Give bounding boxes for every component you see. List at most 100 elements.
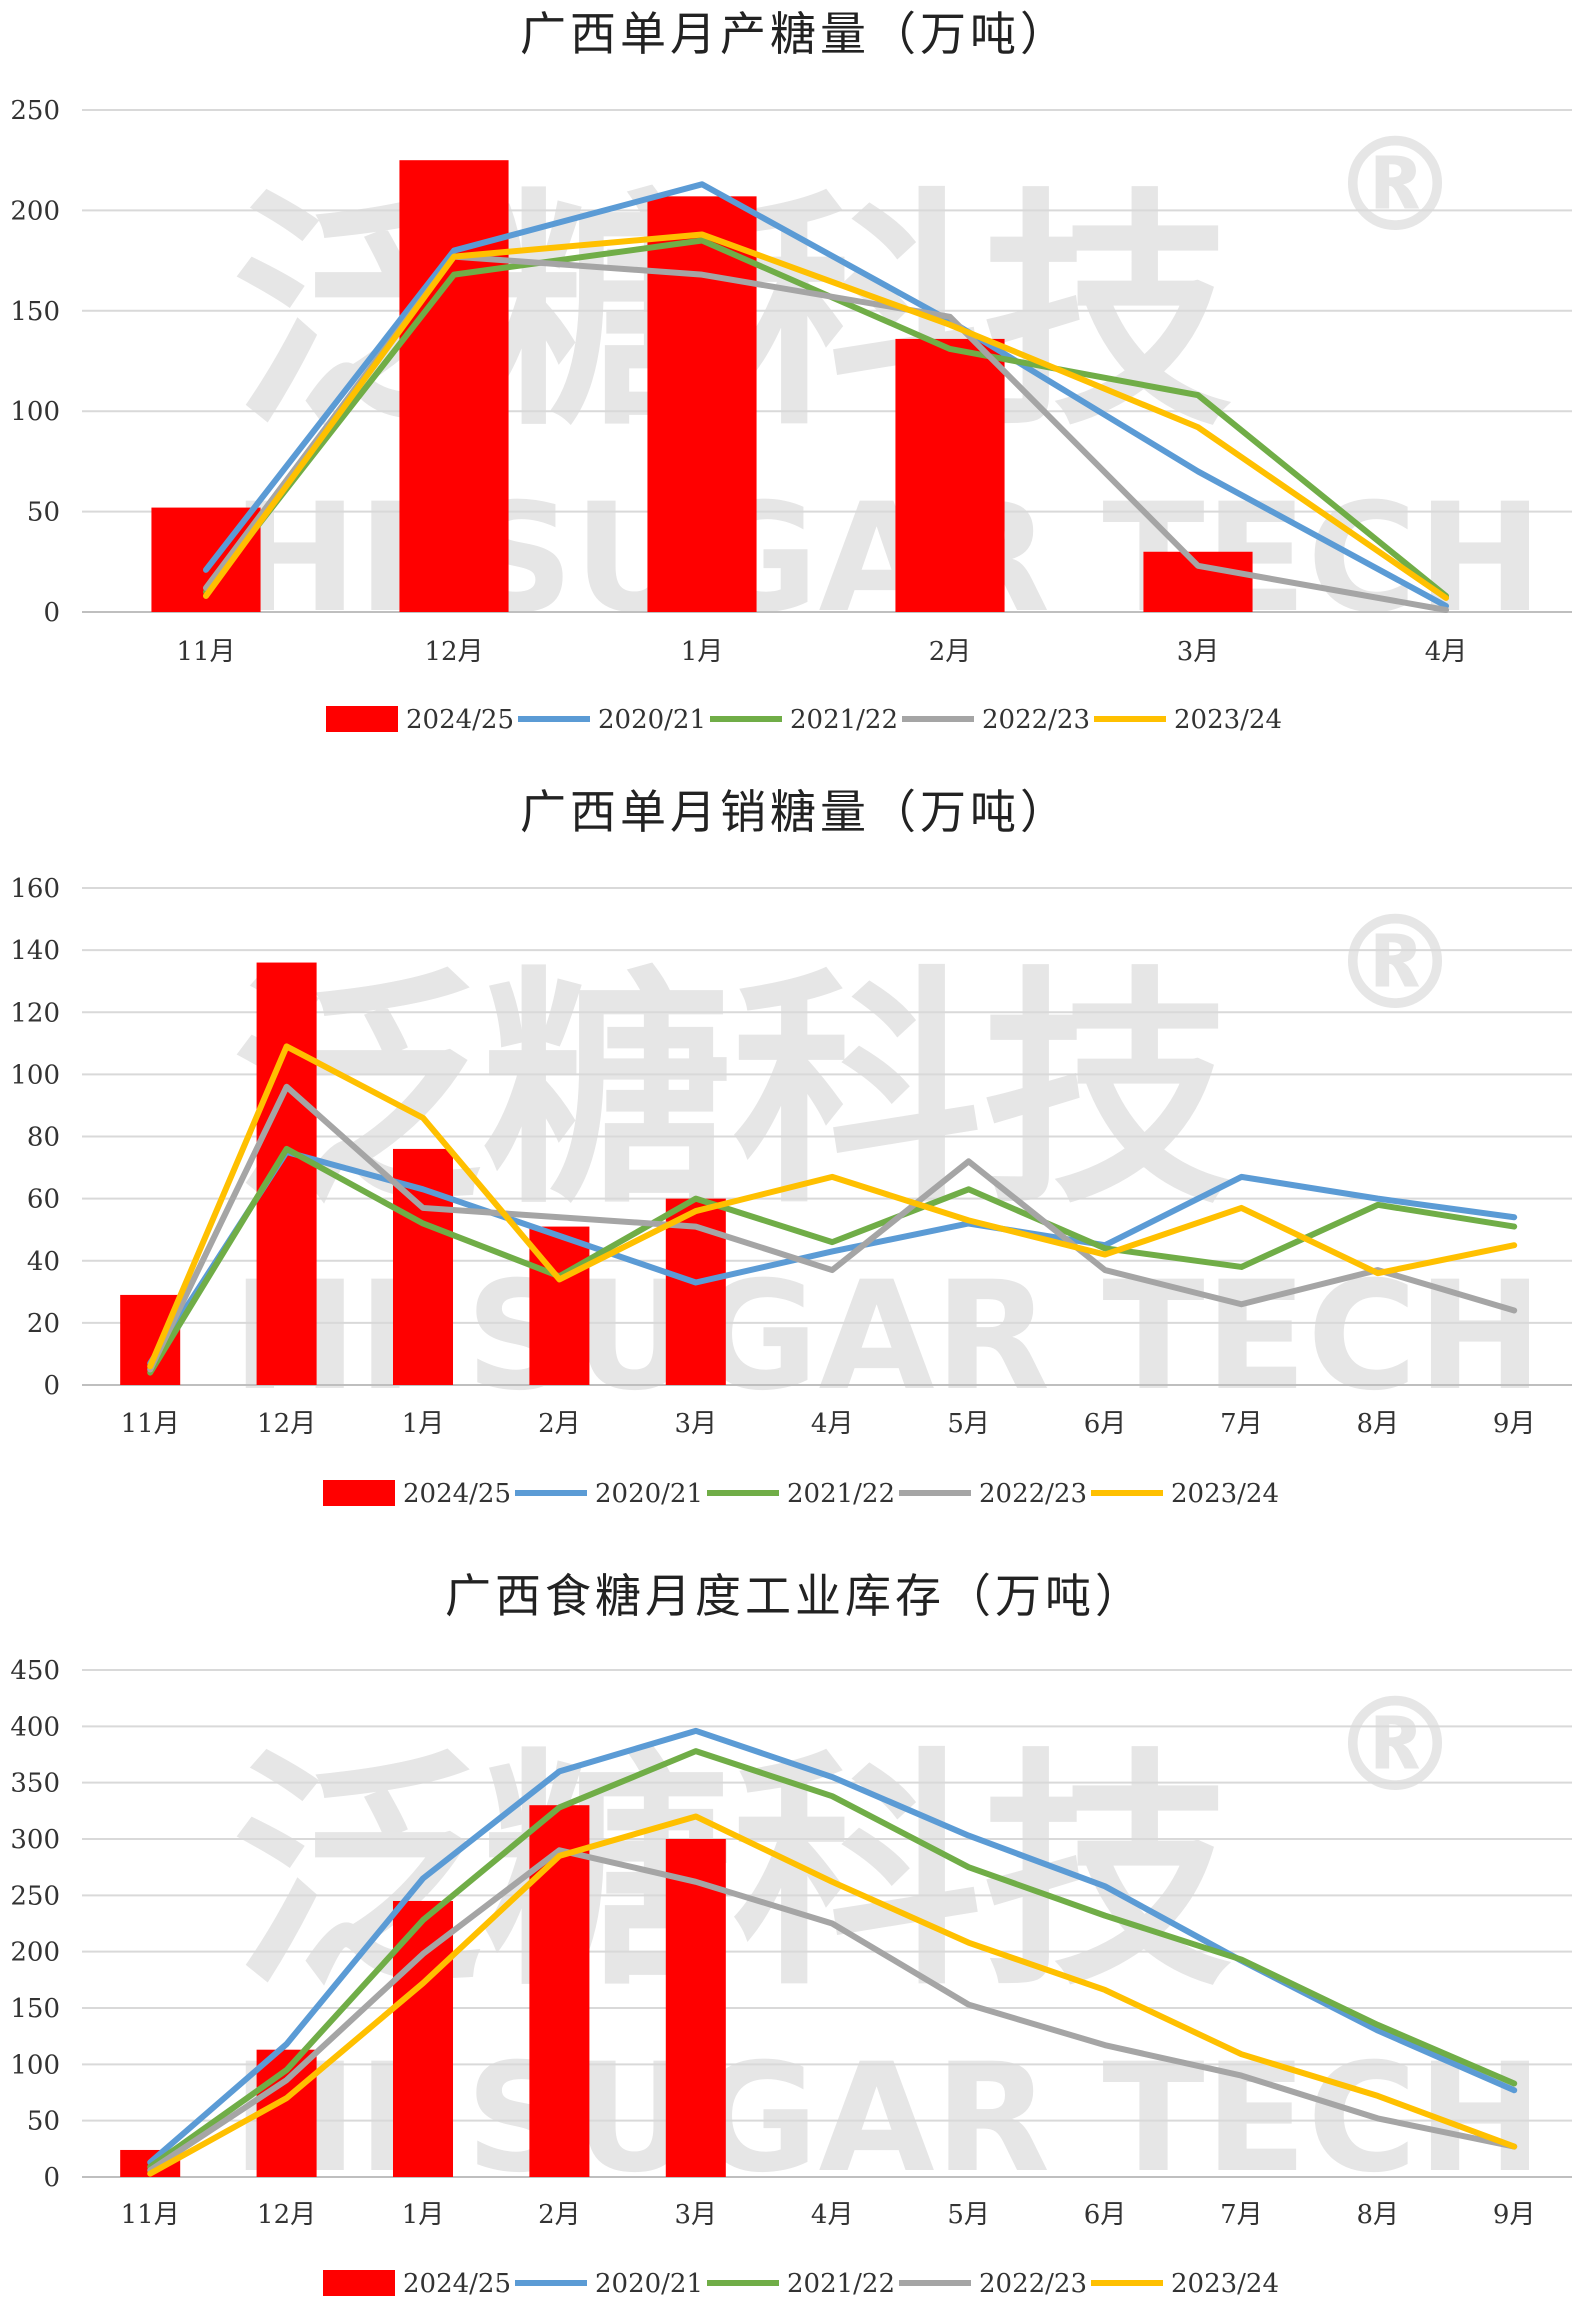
y-tick-label: 250 — [10, 96, 60, 126]
line-series-2023-24 — [147, 1813, 1518, 2177]
legend-label: 2022/23 — [979, 1479, 1087, 1509]
x-tick-label: 4月 — [811, 2200, 854, 2230]
legend-label: 2021/22 — [787, 1479, 895, 1509]
x-tick-label: 2月 — [538, 2200, 581, 2230]
watermark-reg: ® — [1330, 1669, 1460, 1821]
y-tick-label: 150 — [10, 297, 60, 327]
y-tick-label: 200 — [10, 1938, 60, 1968]
line-series-2021-22 — [147, 1145, 1518, 1376]
legend-label: 2020/21 — [595, 1479, 703, 1509]
x-tick-label: 3月 — [675, 2200, 718, 2230]
y-tick-label: 120 — [10, 998, 60, 1028]
legend-label: 2022/23 — [979, 2269, 1087, 2299]
x-tick-label: 3月 — [1177, 637, 1220, 667]
x-tick-label: 11月 — [121, 2200, 180, 2230]
x-tick-label: 9月 — [1493, 1409, 1536, 1439]
watermark-cn: 泛糖科技 — [232, 946, 1232, 1237]
legend-label: 2024/25 — [403, 2269, 511, 2299]
line-series-2020-21 — [203, 181, 1449, 609]
y-tick-label: 0 — [43, 2163, 60, 2193]
line-series-2022-23 — [147, 1083, 1518, 1373]
y-tick-label: 50 — [27, 498, 60, 528]
legend-swatch-bar — [323, 1480, 395, 1506]
line-series-2021-22 — [147, 1748, 1518, 2170]
x-tick-label: 6月 — [1084, 1409, 1127, 1439]
y-tick-label: 0 — [43, 1371, 60, 1401]
y-tick-label: 100 — [10, 397, 60, 427]
y-tick-label: 50 — [27, 2107, 60, 2137]
legend: 2024/25 2020/21 2021/22 2022/23 2023/24 — [323, 2269, 1279, 2299]
x-tick-label: 7月 — [1220, 1409, 1263, 1439]
x-tick-label: 1月 — [402, 2200, 445, 2230]
x-tick-label: 11月 — [121, 1409, 180, 1439]
chart-title: 广西食糖月度工业库存（万吨） — [445, 1569, 1145, 1623]
y-tick-label: 40 — [27, 1247, 60, 1277]
x-tick-label: 12月 — [424, 637, 483, 667]
legend-label: 2024/25 — [403, 1479, 511, 1509]
x-tick-label: 8月 — [1357, 2200, 1400, 2230]
legend-label: 2021/22 — [790, 705, 898, 735]
x-tick-label: 9月 — [1493, 2200, 1536, 2230]
x-tick-label: 2月 — [929, 637, 972, 667]
legend-label: 2021/22 — [787, 2269, 895, 2299]
y-tick-label: 140 — [10, 936, 60, 966]
x-tick-label: 8月 — [1357, 1409, 1400, 1439]
y-tick-label: 20 — [27, 1309, 60, 1339]
x-tick-label: 12月 — [257, 2200, 316, 2230]
bar-2024-25 — [529, 1805, 590, 2177]
watermark-reg: ® — [1330, 887, 1460, 1039]
bar-2024-25 — [647, 196, 757, 612]
bar-2024-25 — [392, 1900, 454, 2177]
y-tick-label: 300 — [10, 1825, 60, 1855]
bar-2024-25 — [399, 160, 509, 612]
x-tick-label: 2月 — [538, 1409, 581, 1439]
y-tick-label: 100 — [10, 1060, 60, 1090]
chart-title: 广西单月产糖量（万吨） — [520, 7, 1070, 61]
y-tick-label: 80 — [27, 1123, 60, 1153]
legend-swatch-bar — [323, 2270, 395, 2296]
legend: 2024/25 2020/21 2021/22 2022/23 2023/24 — [323, 1479, 1279, 1509]
x-tick-label: 3月 — [675, 1409, 718, 1439]
legend-label: 2023/24 — [1174, 705, 1282, 735]
y-tick-label: 450 — [10, 1656, 60, 1686]
line-series-2022-23 — [147, 1847, 1518, 2174]
legend-label: 2024/25 — [406, 705, 514, 735]
x-tick-label: 12月 — [257, 1409, 316, 1439]
y-tick-label: 350 — [10, 1769, 60, 1799]
y-tick-label: 160 — [10, 874, 60, 904]
x-tick-label: 1月 — [402, 1409, 445, 1439]
y-tick-label: 100 — [10, 2050, 60, 2080]
legend-label: 2020/21 — [595, 2269, 703, 2299]
bar-2024-25 — [665, 1839, 726, 2177]
line-series-2023-24 — [147, 1043, 1518, 1370]
y-tick-label: 200 — [10, 196, 60, 226]
legend-label: 2020/21 — [598, 705, 706, 735]
legend-label: 2023/24 — [1171, 2269, 1279, 2299]
y-tick-label: 400 — [10, 1712, 60, 1742]
y-tick-label: 250 — [10, 1881, 60, 1911]
legend-swatch-bar — [326, 706, 398, 732]
y-tick-label: 60 — [27, 1185, 60, 1215]
y-tick-label: 150 — [10, 1994, 60, 2024]
chart-title: 广西单月销糖量（万吨） — [520, 785, 1070, 839]
x-tick-label: 5月 — [947, 2200, 990, 2230]
watermark-reg: ® — [1330, 109, 1460, 261]
x-tick-label: 4月 — [811, 1409, 854, 1439]
watermark-cn: 泛糖科技 — [232, 1728, 1232, 2019]
y-tick-label: 0 — [43, 598, 60, 628]
x-tick-label: 5月 — [947, 1409, 990, 1439]
line-series-2023-24 — [203, 231, 1449, 601]
bar-2024-25 — [1143, 551, 1253, 612]
x-tick-label: 7月 — [1220, 2200, 1263, 2230]
legend-label: 2022/23 — [982, 705, 1090, 735]
x-tick-label: 4月 — [1425, 637, 1468, 667]
line-series-2020-21 — [147, 1149, 1518, 1367]
legend-label: 2023/24 — [1171, 1479, 1279, 1509]
x-tick-label: 6月 — [1084, 2200, 1127, 2230]
x-tick-label: 11月 — [176, 637, 235, 667]
x-tick-label: 1月 — [681, 637, 724, 667]
